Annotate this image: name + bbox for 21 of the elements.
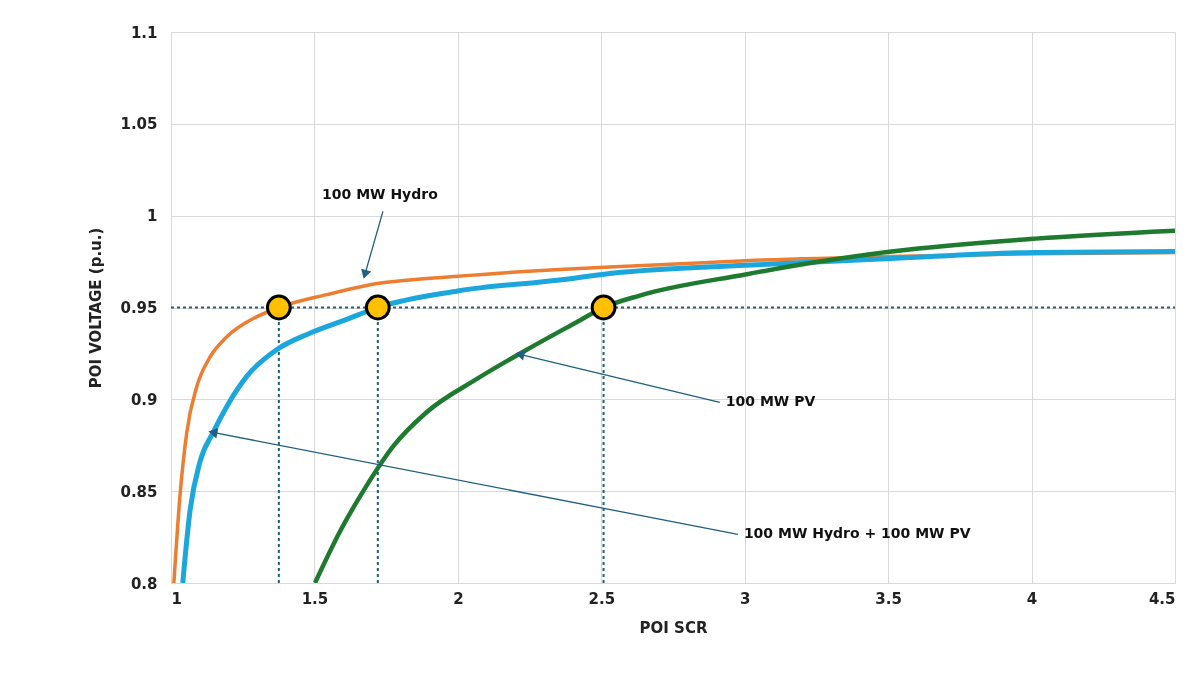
x-tick-label: 1.5 [301,589,329,608]
y-tick-label: 0.9 [130,390,158,409]
line-series [312,228,1175,583]
annotation: 100 MW Hydro [322,186,439,203]
y-tick-label: 1 [147,207,158,226]
annotation: 100 MW PV [725,393,816,410]
y-tick-label: 1.1 [130,23,158,42]
x-tick-label: 2.5 [588,589,616,608]
y-tick-label: 1.05 [120,115,158,134]
y-axis-title: POI VOLTAGE (p.u.) [87,227,106,389]
x-axis-title: POI SCR [639,618,708,637]
y-tick-label: 0.95 [120,299,158,317]
annotation: 100 MW Hydro + 100 MW PV [743,525,971,542]
x-tick-label: 3 [740,589,751,608]
x-tick-label: 3.5 [875,589,902,608]
x-tick-label: 4 [1026,589,1038,608]
y-tick-label: 0.85 [120,482,158,501]
y-tick-label: 0.8 [130,574,158,593]
x-tick-label: 2 [453,589,464,608]
x-tick-label: 1 [171,589,182,608]
x-tick-label: 4.5 [1148,589,1176,608]
